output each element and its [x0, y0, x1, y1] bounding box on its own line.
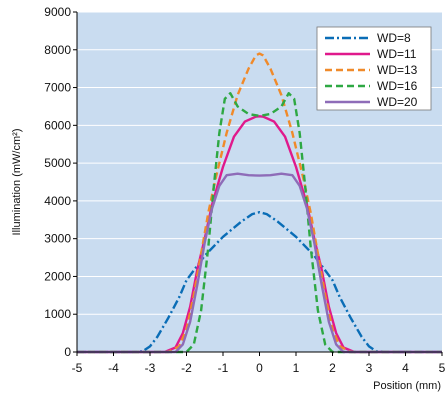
axis-ticks: 0 1000 2000 3000 4000 5000 6000 7000 8000 9000 -5 -… [44, 5, 445, 375]
legend-box [316, 26, 432, 111]
legend-label: WD=20 [377, 95, 418, 109]
x-tick-label: -4 [108, 361, 119, 375]
x-tick-label: -5 [72, 361, 83, 375]
legend-label: WD=8 [377, 31, 411, 45]
x-tick-label: 5 [439, 361, 446, 375]
legend-label: WD=16 [377, 79, 418, 93]
series-line-wd-20 [77, 172, 442, 354]
y-tick-label: 4000 [44, 194, 71, 208]
x-tick-label: 1 [293, 361, 300, 375]
y-tick-label: 9000 [44, 5, 71, 19]
y-tick-label: 6000 [44, 118, 71, 132]
y-tick-label: 3000 [44, 232, 71, 246]
x-axis-label: Position (mm) [373, 380, 441, 392]
x-tick-label: 4 [402, 361, 409, 375]
legend: WD=8 WD=11 WD=13 WD=16 WD=20 [316, 26, 432, 111]
x-tick-label: -3 [145, 361, 156, 375]
series-line-wd-16 [77, 92, 442, 354]
legend-label: WD=13 [377, 63, 418, 77]
y-tick-label: 1000 [44, 307, 71, 321]
y-tick-label: 0 [64, 345, 71, 359]
x-tick-label: 2 [329, 361, 336, 375]
y-tick-label: 7000 [44, 81, 71, 95]
y-tick-label: 5000 [44, 156, 71, 170]
series-line-wd-8 [77, 211, 442, 354]
x-tick-label: 0 [256, 361, 263, 375]
x-tick-label: -2 [181, 361, 192, 375]
x-tick-label: -1 [218, 361, 229, 375]
x-tick-label: 3 [366, 361, 373, 375]
series-line-wd-13 [77, 52, 442, 354]
data-series [77, 52, 442, 354]
y-tick-label: 8000 [44, 43, 71, 57]
y-axis-label: Illumination (mW/cm²) [11, 129, 23, 236]
y-tick-label: 2000 [44, 269, 71, 283]
legend-label: WD=11 [377, 47, 417, 61]
